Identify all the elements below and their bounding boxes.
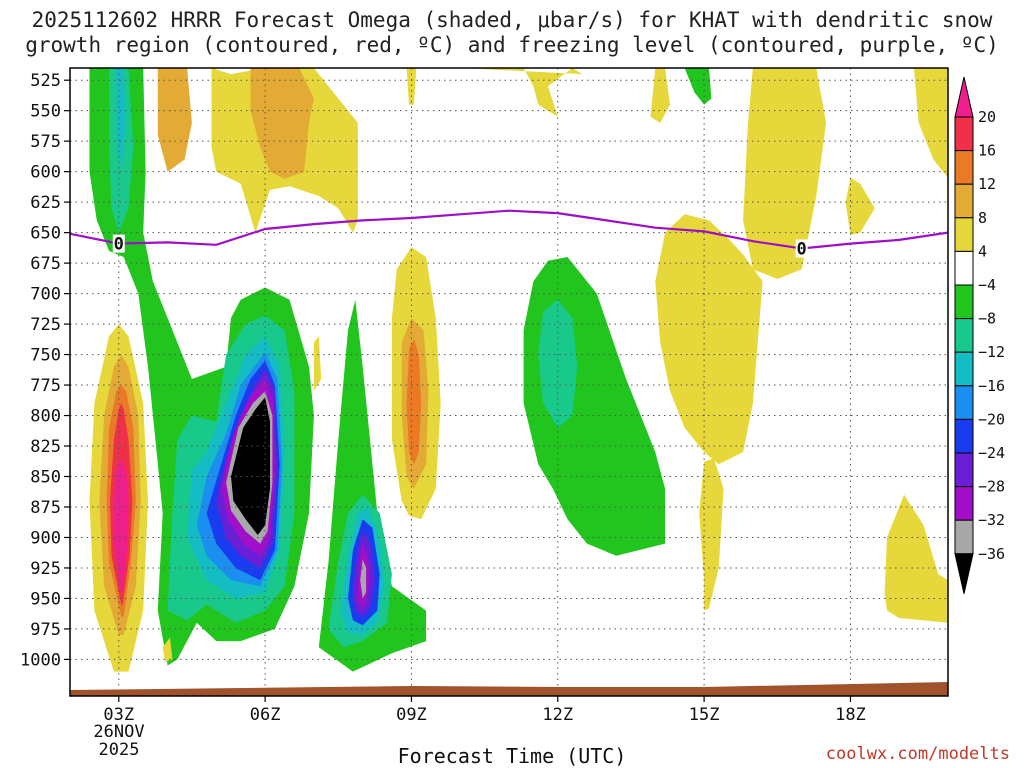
omega-region — [650, 68, 670, 123]
colorbar: 20 16 12 8 4 −4 −8 −12 −16 −20 −24 −28 −32 −36 — [954, 76, 1005, 594]
colorbar-bottom-arrow — [954, 553, 974, 594]
colorbar-band — [954, 519, 974, 555]
y-tick-label: 600 — [30, 163, 61, 183]
colorbar-band — [954, 150, 974, 185]
y-tick-label: 1000 — [20, 650, 61, 670]
date-label-year: 2025 — [99, 740, 140, 760]
x-axis: 26NOV 2025 03Z 06Z 09Z 12Z 15Z 18Z — [93, 696, 866, 760]
colorbar-label: −16 — [978, 377, 1005, 395]
colorbar-band — [954, 452, 974, 488]
colorbar-band — [954, 385, 974, 420]
omega-region — [406, 338, 422, 465]
colorbar-band — [954, 418, 974, 454]
colorbar-band — [954, 318, 974, 353]
colorbar-label: 4 — [978, 242, 987, 260]
x-axis-label: Forecast Time (UTC) — [397, 744, 627, 768]
omega-region — [231, 397, 270, 535]
colorbar-band — [954, 116, 974, 152]
omega-region — [913, 68, 948, 178]
omega-region — [684, 68, 712, 105]
colorbar-label: −4 — [978, 276, 996, 294]
omega-region — [113, 458, 129, 593]
colorbar-band — [954, 183, 974, 219]
y-tick-label: 850 — [30, 468, 61, 488]
x-tick-label: 06Z — [250, 705, 281, 725]
y-tick-label: 650 — [30, 224, 61, 244]
omega-region — [406, 68, 417, 105]
omega-region — [313, 336, 322, 392]
y-tick-label: 750 — [30, 346, 61, 366]
omega-region — [884, 494, 948, 623]
y-tick-label: 550 — [30, 102, 61, 122]
colorbar-label: −8 — [978, 310, 996, 328]
omega-region — [157, 68, 192, 172]
y-tick-label: 725 — [30, 315, 61, 335]
x-tick-label: 12Z — [542, 705, 573, 725]
y-tick-label: 575 — [30, 132, 61, 152]
contour-label-bg — [112, 234, 125, 253]
x-tick-label: 09Z — [396, 705, 427, 725]
chart-title-line1: 2025112602 HRRR Forecast Omega (shaded, … — [31, 8, 993, 32]
y-tick-label: 900 — [30, 528, 61, 548]
x-tick-label: 03Z — [103, 705, 134, 725]
y-tick-label: 950 — [30, 589, 61, 609]
y-tick-label: 625 — [30, 193, 61, 213]
plot-frame — [69, 67, 949, 697]
colorbar-label: −24 — [978, 444, 1005, 462]
colorbar-label: 12 — [978, 175, 996, 193]
colorbar-band — [954, 250, 974, 286]
colorbar-label: −12 — [978, 343, 1005, 361]
grid-lines — [70, 68, 948, 696]
terrain-surface — [70, 682, 948, 696]
y-tick-label: 825 — [30, 437, 61, 457]
colorbar-label: 16 — [978, 142, 996, 160]
omega-region — [538, 299, 578, 428]
omega-region — [162, 637, 173, 662]
freezing-level-label: 0 — [114, 235, 124, 255]
site-credit: coolwx.com/modelts — [825, 744, 1010, 764]
omega-region — [699, 458, 724, 611]
colorbar-band — [954, 284, 974, 320]
omega-region — [743, 68, 827, 279]
freezing-level-label: 0 — [797, 239, 807, 259]
colorbar-label: −28 — [978, 478, 1005, 496]
y-tick-label: 525 — [30, 71, 61, 91]
colorbar-top-arrow — [954, 76, 974, 118]
colorbar-label: −32 — [978, 511, 1005, 529]
date-label-day: 26NOV — [93, 722, 144, 742]
y-tick-label: 975 — [30, 620, 61, 640]
colorbar-label: −20 — [978, 410, 1005, 428]
colorbar-band — [954, 351, 974, 387]
y-tick-label: 775 — [30, 376, 61, 396]
colorbar-label: −36 — [978, 545, 1005, 563]
omega-region — [360, 559, 367, 599]
colorbar-label: 20 — [978, 108, 996, 126]
colorbar-label: 8 — [978, 209, 987, 227]
omega-region — [460, 68, 583, 117]
x-tick-label: 18Z — [835, 705, 866, 725]
omega-field — [89, 68, 948, 672]
y-axis: 525 550 575 600 625 650 675 700 725 750 775 800 825 8… — [20, 71, 70, 670]
y-tick-label: 925 — [30, 559, 61, 579]
colorbar-band — [954, 217, 974, 252]
y-tick-label: 700 — [30, 285, 61, 305]
omega-region — [845, 177, 875, 236]
omega-region — [655, 214, 763, 465]
colorbar-band — [954, 486, 974, 521]
x-tick-label: 15Z — [689, 705, 720, 725]
y-tick-label: 800 — [30, 407, 61, 427]
y-tick-label: 875 — [30, 498, 61, 518]
contour-label-bg — [795, 239, 808, 258]
chart-title-line2: growth region (contoured, red, ºC) and f… — [25, 33, 999, 57]
omega-region — [250, 68, 314, 179]
y-tick-label: 675 — [30, 254, 61, 274]
